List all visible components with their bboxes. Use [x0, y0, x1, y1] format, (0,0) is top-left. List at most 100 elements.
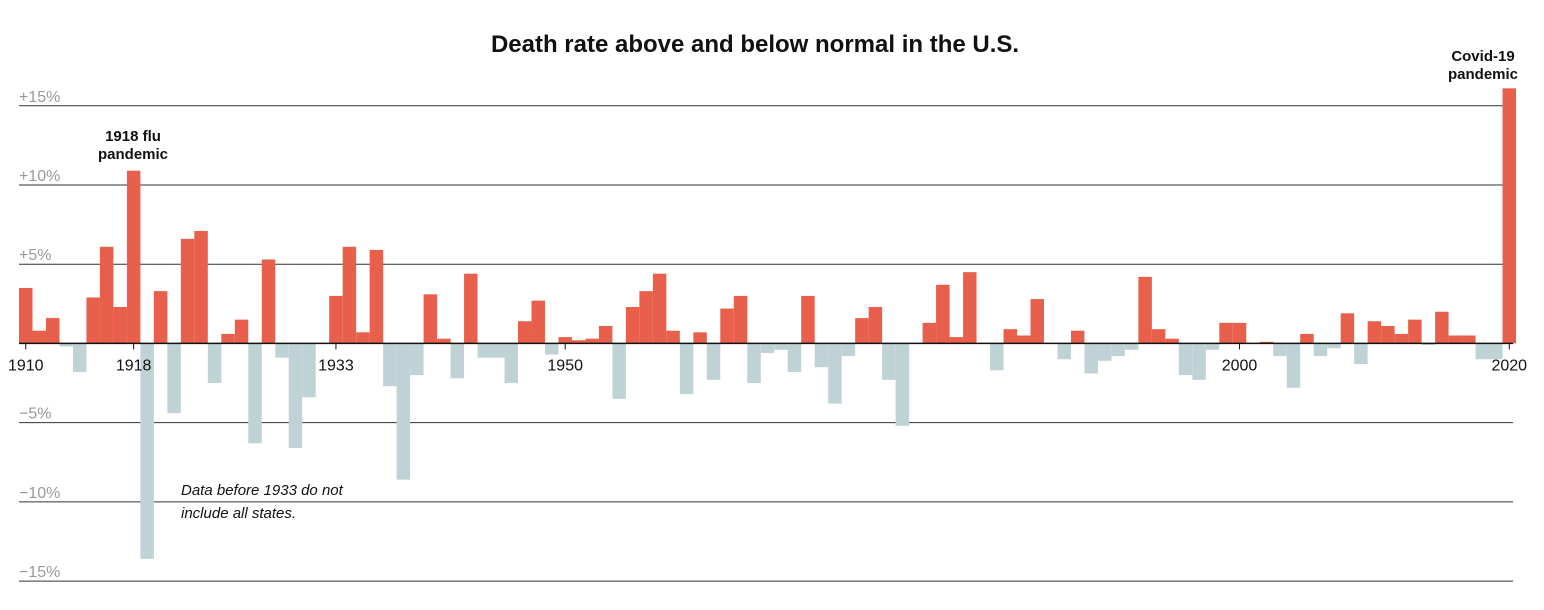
bar — [1327, 343, 1341, 349]
bar — [356, 332, 370, 344]
bar — [234, 319, 249, 344]
bar — [153, 291, 168, 344]
bar — [1475, 343, 1490, 360]
bar — [868, 306, 883, 344]
bar — [585, 338, 599, 344]
bar — [760, 343, 775, 353]
bar — [841, 343, 856, 357]
bar — [1354, 343, 1368, 365]
bar — [1273, 343, 1287, 357]
bar — [625, 306, 640, 344]
bar — [329, 295, 343, 344]
bar — [1259, 341, 1274, 344]
chart-title: Death rate above and below normal in the… — [491, 31, 1019, 58]
bar — [652, 273, 667, 344]
x-tick-label: 1950 — [547, 357, 583, 374]
bar — [437, 338, 451, 344]
bar — [544, 343, 559, 355]
bar — [1178, 343, 1193, 376]
bar — [518, 321, 532, 344]
bar — [1151, 329, 1166, 344]
bar — [302, 343, 316, 398]
bar — [45, 318, 60, 344]
bar — [787, 343, 802, 372]
x-tick-label: 1918 — [116, 357, 152, 374]
bar — [774, 343, 788, 350]
bar — [342, 246, 357, 344]
y-tick-label: +15% — [19, 89, 60, 106]
bar — [922, 322, 937, 344]
y-tick-label: −10% — [19, 485, 60, 502]
annotation: 1918 flu — [105, 128, 161, 145]
x-tick-label: 2000 — [1222, 357, 1258, 374]
bar — [693, 332, 707, 344]
bar — [1192, 343, 1206, 380]
bar — [1124, 343, 1139, 350]
bar — [504, 343, 518, 384]
bar — [666, 330, 680, 344]
bar — [598, 325, 613, 344]
bar — [1381, 325, 1395, 344]
bar — [895, 343, 910, 426]
bar — [1408, 319, 1422, 344]
bar — [706, 343, 721, 380]
bar — [221, 333, 235, 344]
y-tick-label: −5% — [19, 406, 51, 423]
bar — [423, 294, 438, 344]
bar — [1165, 338, 1179, 344]
bar — [1435, 311, 1449, 344]
bar — [936, 284, 950, 344]
bar — [801, 295, 815, 344]
bar — [86, 297, 100, 344]
bar — [207, 343, 222, 384]
bar — [1030, 299, 1044, 344]
bar — [396, 343, 411, 480]
bar — [1489, 343, 1503, 360]
bar — [963, 272, 977, 344]
bar — [126, 170, 141, 344]
bar — [1003, 329, 1017, 344]
bar — [855, 318, 869, 344]
annotation: include all states. — [181, 505, 296, 522]
bar — [828, 343, 842, 404]
annotation: pandemic — [98, 146, 168, 163]
bar — [288, 343, 303, 448]
x-tick-label: 2020 — [1491, 357, 1527, 374]
bar — [1138, 276, 1152, 344]
bar — [180, 238, 195, 344]
bar — [275, 343, 289, 358]
y-tick-label: +10% — [19, 168, 60, 185]
bar — [450, 343, 465, 379]
x-tick-label: 1910 — [8, 357, 44, 374]
bar — [491, 343, 505, 358]
bar — [1205, 343, 1220, 350]
bar — [1111, 343, 1125, 357]
bar — [1313, 343, 1328, 357]
annotation: pandemic — [1448, 66, 1518, 83]
bar — [1057, 343, 1071, 360]
bar — [1286, 343, 1301, 388]
bar — [194, 230, 208, 344]
bar — [167, 343, 181, 414]
bar — [1502, 88, 1516, 344]
bar — [383, 343, 397, 387]
bar — [1340, 313, 1355, 344]
bar — [1448, 335, 1463, 344]
bar — [747, 343, 761, 384]
x-tick-label: 1933 — [318, 357, 354, 374]
y-tick-label: +5% — [19, 247, 51, 264]
bar — [1300, 333, 1314, 344]
bar — [72, 343, 87, 372]
bar — [248, 343, 262, 444]
bar — [1462, 335, 1476, 344]
bar — [639, 291, 653, 344]
annotation: Covid-19 — [1451, 48, 1514, 65]
bar — [531, 300, 545, 344]
bar — [261, 259, 276, 344]
bar — [32, 330, 46, 344]
bar — [410, 343, 424, 376]
bar — [140, 343, 154, 559]
bar — [558, 337, 572, 344]
bar — [882, 343, 896, 380]
